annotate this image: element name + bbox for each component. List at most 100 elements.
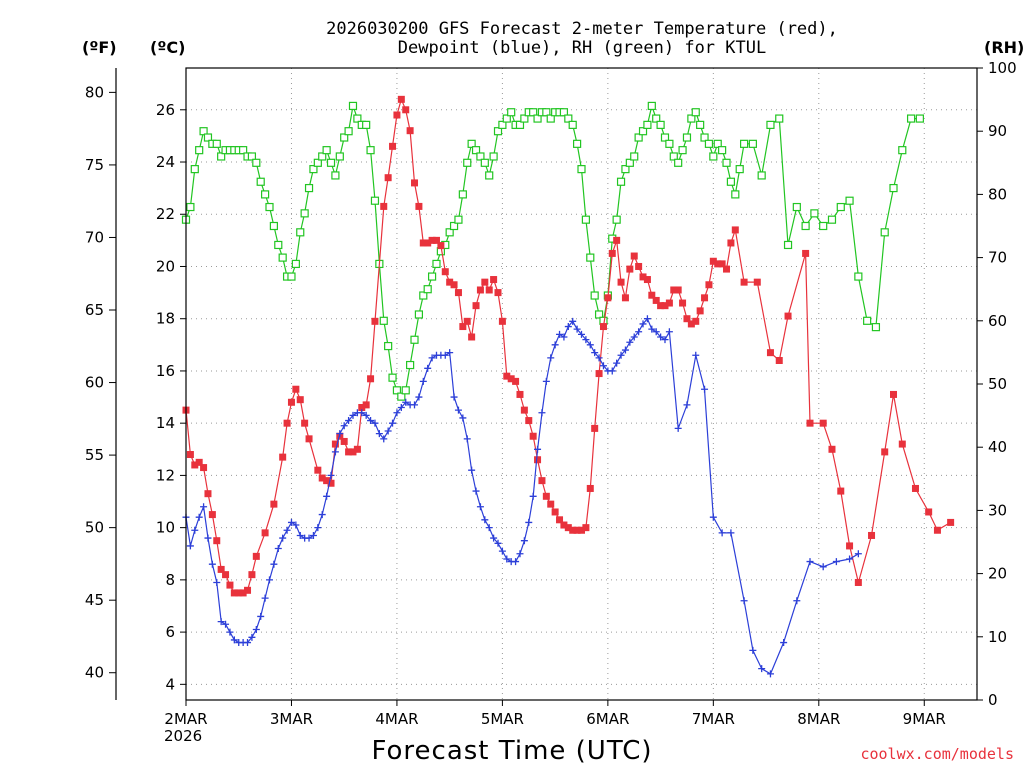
- temperature-point: [718, 260, 726, 268]
- dewpoint-point: [340, 422, 348, 430]
- temperature-point: [582, 524, 590, 532]
- dewpoint-point: [701, 385, 709, 393]
- rh-point: [195, 146, 204, 155]
- temperature-point: [947, 518, 955, 526]
- rh-point: [379, 316, 388, 325]
- rh-point: [392, 386, 402, 395]
- dewpoint-point: [472, 487, 480, 495]
- f-tick-label: 55: [85, 446, 104, 464]
- temperature-point: [604, 294, 612, 302]
- rh-point: [335, 152, 344, 161]
- dewpoint-point: [248, 633, 256, 641]
- rh-point: [586, 253, 595, 262]
- rh-point: [296, 228, 305, 237]
- rh-point: [309, 165, 318, 174]
- dewpoint-point: [573, 325, 581, 333]
- rh-point: [880, 228, 889, 237]
- temperature-point: [476, 286, 484, 294]
- temperature-point: [490, 276, 498, 284]
- rh-point: [621, 165, 630, 174]
- c-tick-label: 12: [156, 466, 175, 484]
- dewpoint-point: [547, 354, 555, 362]
- dewpoint-point: [534, 445, 542, 453]
- rh-point: [256, 177, 265, 186]
- temperature-point: [252, 552, 260, 560]
- temperature-point: [428, 236, 436, 244]
- chart-title-line1: 2026030200 GFS Forecast 2-meter Temperat…: [326, 19, 838, 39]
- temperature-point: [613, 236, 621, 244]
- dewpoint-point: [591, 349, 599, 357]
- rh-point: [889, 183, 898, 193]
- dewpoint-point: [476, 503, 484, 511]
- series-line: [185, 97, 951, 594]
- temperature-point: [208, 511, 216, 519]
- celsius-axis: 4 6 8 10 12 14 16 18 20 22 24 26: [156, 101, 186, 693]
- temperature-point: [560, 521, 568, 529]
- dewpoint-point: [529, 492, 537, 500]
- x-tick-label: 3MAR: [270, 710, 313, 728]
- rh-point: [261, 190, 270, 199]
- c-tick-label: 14: [156, 414, 175, 432]
- rh-tick-label: 10: [988, 628, 1007, 646]
- temperature-point: [714, 260, 722, 268]
- dewpoint-point: [630, 333, 638, 341]
- rh-point: [713, 139, 722, 148]
- rh-tick-label: 50: [988, 375, 1007, 393]
- rh-point: [546, 114, 555, 123]
- temperature-point: [529, 432, 537, 440]
- rh-point: [366, 146, 375, 155]
- series-rh: [181, 101, 924, 401]
- temperature-point: [393, 111, 401, 119]
- rh-point: [656, 120, 665, 129]
- temperature-point: [230, 589, 238, 597]
- temperature-point: [292, 385, 300, 393]
- temperature-point: [459, 323, 467, 331]
- f-tick-label: 75: [85, 156, 104, 174]
- dewpoint-point: [613, 359, 621, 367]
- rh-point: [863, 316, 872, 325]
- temperature-point: [890, 390, 898, 398]
- dewpoint-point: [252, 625, 260, 633]
- rh-point: [318, 152, 327, 161]
- dewpoint-point: [296, 531, 304, 539]
- temperature-point: [411, 179, 419, 187]
- rh-point: [463, 158, 472, 167]
- rh-point: [792, 202, 801, 212]
- temperature-point: [679, 299, 687, 307]
- f-tick-label: 50: [85, 519, 104, 537]
- temperature-point: [547, 500, 555, 508]
- dewpoint-point: [270, 560, 278, 568]
- dewpoint-point: [375, 430, 383, 438]
- rh-point: [735, 165, 744, 174]
- rh-point: [871, 323, 881, 332]
- f-tick-label: 60: [85, 374, 104, 392]
- temperature-point: [578, 526, 585, 534]
- rh-point: [414, 310, 424, 319]
- temperature-point: [481, 278, 489, 286]
- dewpoint-point: [208, 560, 216, 568]
- x-tick-label: 6MAR: [586, 710, 629, 728]
- x-year-label: 2026: [164, 727, 202, 745]
- dewpoint-point: [578, 330, 585, 338]
- c-tick-label: 22: [156, 205, 175, 223]
- dewpoint-point: [621, 346, 629, 354]
- temperature-point: [551, 508, 559, 516]
- temperature-point: [507, 375, 515, 383]
- dewpoint-point: [380, 435, 388, 443]
- dewpoint-point: [274, 545, 282, 553]
- rh-point: [564, 114, 573, 123]
- dewpoint-point: [749, 646, 757, 654]
- rh-point: [594, 310, 604, 319]
- rh-point: [898, 146, 907, 155]
- dewpoint-point: [494, 539, 502, 547]
- temperature-point: [599, 323, 607, 331]
- temperature-point: [701, 294, 709, 302]
- temperature-point: [727, 239, 735, 247]
- dewpoint-point: [485, 524, 493, 532]
- rh-point: [757, 171, 766, 180]
- temperature-point: [538, 477, 546, 485]
- f-tick-label: 65: [85, 301, 104, 319]
- dewpoint-point: [217, 618, 225, 626]
- dewpoint-point: [564, 323, 572, 331]
- temperature-point: [837, 487, 845, 495]
